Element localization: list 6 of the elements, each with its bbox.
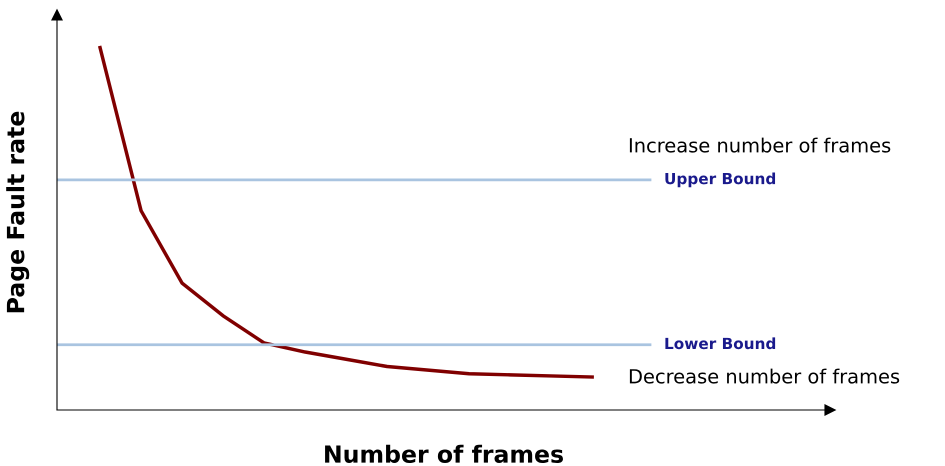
annotation: Decrease number of frames — [630, 368, 900, 384]
x-axis-title: Number of frames — [325, 444, 563, 463]
ref-line-label: Upper Bound — [665, 172, 776, 188]
ref-line-label: Lower Bound — [665, 337, 776, 350]
annotation: Increase number of frames — [630, 138, 890, 153]
y-axis-title: Page Fault rate — [6, 112, 30, 312]
